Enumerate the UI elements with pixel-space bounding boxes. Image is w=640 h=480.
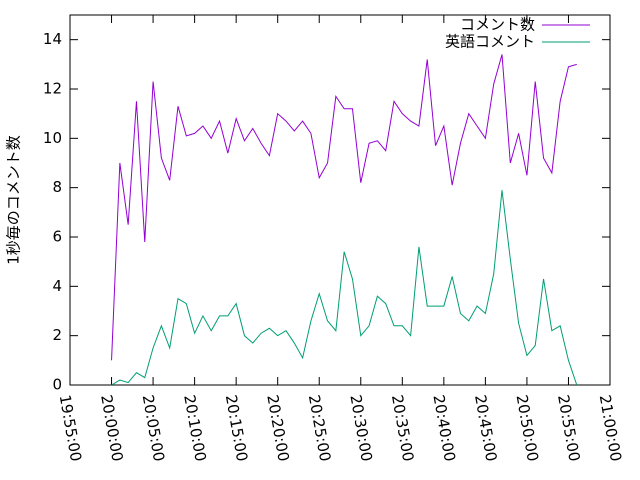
y-tick-label: 0 (52, 376, 62, 394)
x-tick-label: 20:50:00 (513, 393, 542, 462)
x-tick-label: 20:05:00 (139, 393, 168, 462)
x-tick-label: 20:40:00 (429, 393, 458, 462)
y-tick-label: 12 (43, 80, 62, 98)
series-line (111, 54, 577, 361)
x-tick-label: 19:55:00 (56, 393, 85, 462)
legend-label: 英語コメント (445, 33, 535, 51)
y-tick-label: 8 (52, 178, 62, 196)
plot-frame (69, 14, 611, 386)
x-tick-label: 20:25:00 (305, 393, 334, 462)
x-tick-label: 20:45:00 (471, 393, 500, 462)
y-tick-label: 10 (43, 129, 62, 147)
x-tick-label: 20:15:00 (222, 393, 251, 462)
series-line (111, 190, 578, 386)
x-tick-label: 20:55:00 (554, 393, 583, 462)
y-tick-label: 14 (43, 30, 62, 48)
y-tick-label: 6 (52, 228, 62, 246)
legend-label: コメント数 (460, 16, 535, 34)
y-tick-label: 2 (52, 326, 62, 344)
x-tick-label: 21:00:00 (596, 393, 625, 462)
x-tick-label: 20:20:00 (263, 393, 292, 462)
x-tick-label: 20:00:00 (97, 393, 126, 462)
x-tick-label: 20:10:00 (180, 393, 209, 462)
x-tick-label: 20:35:00 (388, 393, 417, 462)
x-tick-label: 20:30:00 (346, 393, 375, 462)
y-tick-label: 4 (52, 277, 62, 295)
y-axis-label: 1秒毎のコメント数 (5, 135, 23, 265)
